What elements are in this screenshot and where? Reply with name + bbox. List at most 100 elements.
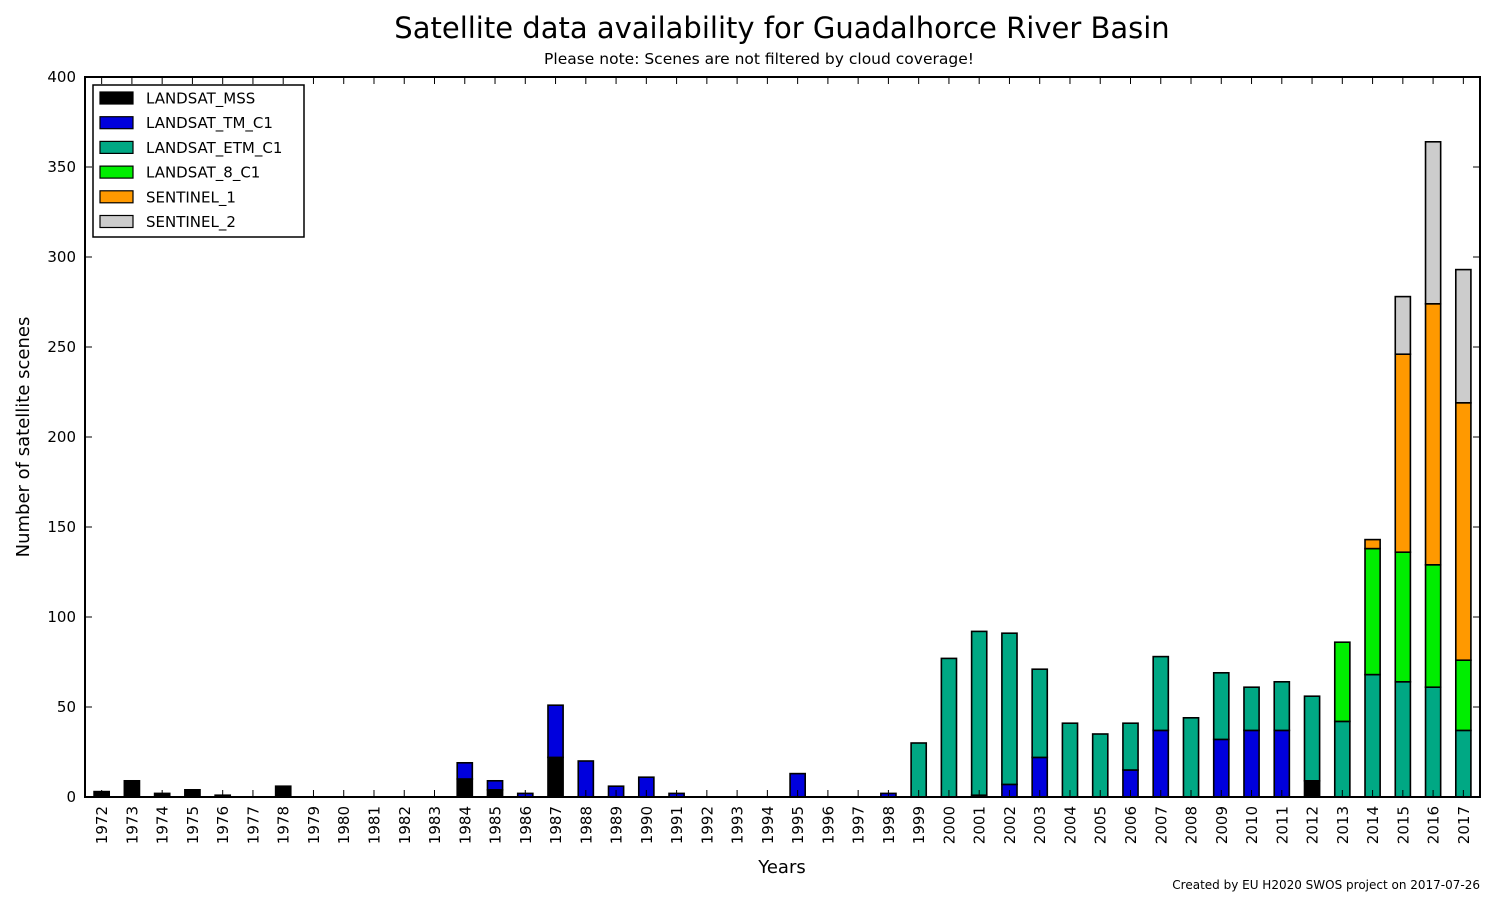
legend-label-landsat-mss: LANDSAT_MSS [146, 90, 255, 109]
bar-sentinel-1-2016 [1424, 302, 1442, 566]
x-tick-label: 1999 [910, 806, 928, 844]
x-tick-label: 1979 [305, 806, 323, 844]
bar-landsat-etm-c1-2011 [1273, 680, 1291, 732]
x-tick-label: 2006 [1122, 806, 1140, 844]
bars-group [93, 141, 1472, 798]
bar-landsat-tm-c1-1987 [547, 704, 564, 759]
bar-landsat-etm-c1-2016 [1424, 686, 1442, 798]
bar-landsat-etm-c1-2013 [1333, 720, 1351, 798]
legend: LANDSAT_MSS LANDSAT_TM_C1 LANDSAT_ETM_C1 LA… [92, 84, 305, 238]
x-axis-label: Years [757, 857, 806, 878]
bar-landsat-tm-c1-2011 [1273, 729, 1291, 798]
x-tick-label: 2004 [1061, 806, 1079, 844]
x-tick-label: 1980 [335, 806, 353, 844]
x-tick-label: 2003 [1031, 806, 1049, 844]
x-tick-label: 1975 [184, 806, 202, 844]
x-tick-label: 2013 [1334, 806, 1352, 844]
x-tick-label: 1990 [638, 806, 656, 844]
x-tick-label: 2010 [1243, 806, 1261, 844]
x-tick-label: 2011 [1273, 806, 1291, 844]
legend-swatch-landsat-tm-c1 [99, 116, 134, 130]
x-tick-label: 1989 [608, 806, 626, 844]
x-tick-label: 1973 [123, 806, 141, 844]
x-tick-label: 1998 [880, 806, 898, 844]
x-tick-label: 1981 [365, 806, 383, 844]
y-tick-label: 50 [57, 698, 76, 716]
x-tick-label: 1986 [517, 806, 535, 844]
x-tick-label: 2008 [1183, 806, 1201, 844]
x-tick-label: 1987 [547, 806, 565, 844]
x-tick-label: 1988 [577, 806, 595, 844]
bar-landsat-8-c1-2016 [1424, 563, 1442, 688]
bar-landsat-tm-c1-1984 [456, 761, 474, 780]
x-tick-label: 1992 [698, 806, 716, 844]
legend-swatch-sentinel-1 [99, 190, 134, 204]
bar-landsat-etm-c1-2001 [970, 630, 988, 797]
y-tick-label: 250 [47, 338, 76, 356]
x-tick-label: 2007 [1152, 806, 1170, 844]
bar-landsat-etm-c1-2008 [1182, 716, 1200, 798]
legend-swatch-landsat-mss [99, 91, 134, 105]
x-tick-label: 1995 [789, 806, 807, 844]
x-tick-label: 1996 [819, 806, 837, 844]
y-tick-label: 0 [66, 788, 76, 806]
x-tick-label: 1974 [154, 806, 172, 844]
bar-landsat-etm-c1-2010 [1243, 686, 1260, 732]
bar-sentinel-2-2016 [1424, 141, 1442, 305]
bar-sentinel-1-2015 [1394, 353, 1412, 554]
y-tick-label: 100 [47, 608, 76, 626]
x-tick-label: 2017 [1455, 806, 1473, 844]
x-tick-label: 2002 [1001, 806, 1019, 844]
x-tick-label: 2014 [1364, 806, 1382, 844]
bar-landsat-etm-c1-2002 [1001, 632, 1018, 786]
x-tick-label: 1977 [244, 806, 262, 844]
bar-landsat-etm-c1-2009 [1212, 671, 1230, 741]
bar-landsat-etm-c1-2003 [1031, 668, 1049, 759]
legend-label-sentinel-2: SENTINEL_2 [146, 213, 236, 232]
x-tick-label: 2012 [1304, 806, 1322, 844]
x-tick-label: 1985 [487, 806, 505, 844]
x-tick-label: 1972 [93, 806, 111, 844]
x-tick-label: 1978 [275, 806, 293, 844]
x-tick-label: 1976 [214, 806, 232, 844]
legend-swatch-landsat-etm-c1 [99, 140, 134, 154]
bar-sentinel-2-2015 [1394, 295, 1412, 356]
y-axis-label: Number of satellite scenes [13, 317, 34, 558]
bar-sentinel-1-2017 [1454, 401, 1472, 661]
x-tick-label: 2015 [1394, 806, 1412, 844]
bar-sentinel-1-2014 [1364, 538, 1381, 550]
y-tick-label: 300 [47, 248, 76, 266]
legend-label-landsat-tm-c1: LANDSAT_TM_C1 [146, 114, 273, 133]
bar-landsat-8-c1-2015 [1394, 551, 1412, 683]
y-tick-label: 400 [47, 68, 76, 86]
credit-note: Created by EU H2020 SWOS project on 2017… [1172, 878, 1480, 892]
legend-box [92, 84, 305, 238]
bar-landsat-etm-c1-2000 [940, 657, 958, 798]
plot-frame [84, 76, 1481, 798]
bar-landsat-tm-c1-2009 [1212, 738, 1230, 798]
bar-sentinel-2-2017 [1454, 268, 1472, 404]
x-tick-label: 2000 [940, 806, 958, 844]
x-tick-label: 1994 [759, 806, 777, 844]
x-tick-label: 2016 [1425, 806, 1443, 844]
x-tick-label: 1984 [456, 806, 474, 844]
bar-landsat-etm-c1-2007 [1152, 655, 1170, 732]
bar-landsat-tm-c1-2010 [1243, 729, 1260, 798]
chart-title: Satellite data availability for Guadalho… [394, 11, 1169, 45]
bar-landsat-etm-c1-2006 [1122, 722, 1139, 771]
x-axis: 1972 1973 1974 1975 1976 1977 1978 1979 1980 1981… [93, 77, 1473, 844]
bar-landsat-etm-c1-2015 [1394, 680, 1412, 798]
legend-swatch-landsat-8-c1 [99, 165, 134, 179]
y-tick-label: 200 [47, 428, 76, 446]
legend-swatch-sentinel-2 [99, 214, 134, 229]
bar-landsat-etm-c1-2005 [1091, 733, 1109, 798]
chart-subtitle: Please note: Scenes are not filtered by … [544, 50, 974, 68]
bar-landsat-tm-c1-2007 [1152, 729, 1170, 798]
x-tick-label: 1991 [668, 806, 686, 844]
x-tick-label: 1982 [396, 806, 414, 844]
bar-landsat-etm-c1-1999 [910, 742, 928, 798]
bar-landsat-8-c1-2017 [1454, 659, 1472, 732]
bar-landsat-tm-c1-1985 [486, 779, 504, 791]
x-tick-label: 1983 [426, 806, 444, 844]
